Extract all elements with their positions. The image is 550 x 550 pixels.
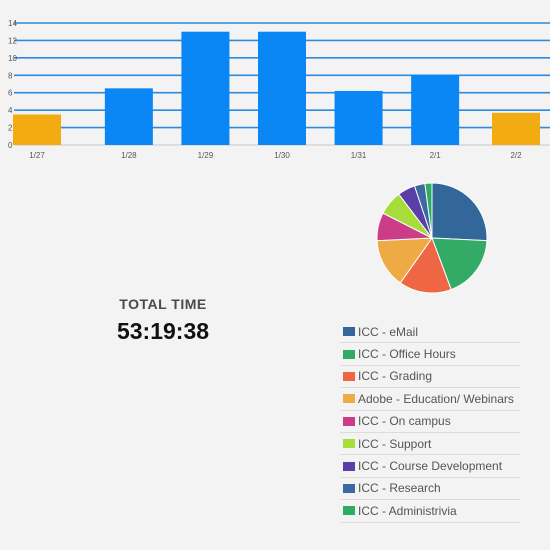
legend-swatch xyxy=(343,327,355,337)
y-tick-label: 14 xyxy=(8,19,17,28)
legend-swatch xyxy=(343,394,355,404)
x-tick-label: 2/2 xyxy=(510,151,522,160)
pie-slice[interactable] xyxy=(399,236,452,294)
legend-label: ICC - Support xyxy=(358,436,432,451)
y-tick-label: 8 xyxy=(8,71,13,80)
y-tick-label: 4 xyxy=(8,106,13,115)
pie-chart xyxy=(376,182,488,294)
legend-item[interactable]: ICC - Administrivia xyxy=(340,500,520,523)
legend-item[interactable]: ICC - Office Hours xyxy=(340,343,520,366)
legend-swatch xyxy=(343,439,355,449)
bar-1-27[interactable] xyxy=(13,114,61,146)
bar-1-30[interactable] xyxy=(258,31,306,145)
legend-label: ICC - Research xyxy=(358,481,441,496)
x-tick-label: 1/28 xyxy=(121,151,137,160)
legend-item[interactable]: ICC - Support xyxy=(340,433,520,456)
legend-item[interactable]: Adobe - Education/ Webinars xyxy=(340,388,520,411)
legend-swatch xyxy=(343,483,355,493)
pie-slice[interactable] xyxy=(376,237,434,284)
x-tick-label: 1/27 xyxy=(29,151,45,160)
bar-2-2[interactable] xyxy=(492,112,540,145)
legend-label: ICC - Grading xyxy=(358,369,433,384)
legend-swatch xyxy=(343,416,355,426)
legend-item[interactable]: ICC - On campus xyxy=(340,411,520,433)
legend-item[interactable]: ICC - eMail xyxy=(340,321,520,344)
total-time-value: 53:19:38 xyxy=(116,318,210,344)
legend-label: ICC - Office Hours xyxy=(358,347,456,362)
y-tick-label: 6 xyxy=(8,89,13,98)
y-tick-label: 0 xyxy=(8,141,13,150)
y-tick-label: 12 xyxy=(8,36,17,45)
bar-1-31[interactable] xyxy=(334,90,383,145)
legend-label: ICC - eMail xyxy=(358,324,419,339)
y-tick-label: 10 xyxy=(8,54,17,63)
legend-swatch xyxy=(343,506,355,516)
x-tick-label: 1/31 xyxy=(351,151,367,160)
legend-item[interactable]: ICC - Course Development xyxy=(340,455,520,478)
x-tick-label: 2/1 xyxy=(430,151,442,160)
total-time-label: TOTAL TIME xyxy=(119,296,207,312)
bar-2-1[interactable] xyxy=(411,75,460,145)
legend-label: ICC - On campus xyxy=(358,414,451,429)
pie-slice[interactable] xyxy=(431,237,488,291)
legend-swatch xyxy=(343,461,355,471)
pie-slice[interactable] xyxy=(431,182,488,242)
pie-slice[interactable] xyxy=(424,182,433,239)
bar-chart: 0 2 4 6 8 10 12 14 1/27 1/28 1/29 1/30 1/31 2/1 2/2 xyxy=(8,19,550,160)
x-tick-label: 1/29 xyxy=(198,151,214,160)
legend-item[interactable]: ICC - Grading xyxy=(340,366,520,389)
total-time-panel: TOTAL TIME 53:19:38 xyxy=(92,296,234,345)
legend-label: Adobe - Education/ Webinars xyxy=(358,391,514,406)
y-tick-label: 2 xyxy=(8,124,13,133)
bar-1-29[interactable] xyxy=(181,31,230,145)
pie-legend: ICC - eMail ICC - Office Hours ICC - Gradi… xyxy=(340,321,520,523)
legend-label: ICC - Course Development xyxy=(358,459,503,474)
legend-label: ICC - Administrivia xyxy=(358,503,457,518)
legend-item[interactable]: ICC - Research xyxy=(340,478,520,501)
bar-1-28[interactable] xyxy=(104,88,153,145)
legend-swatch xyxy=(343,371,355,381)
x-tick-label: 1/30 xyxy=(274,151,290,160)
legend-swatch xyxy=(343,349,355,359)
